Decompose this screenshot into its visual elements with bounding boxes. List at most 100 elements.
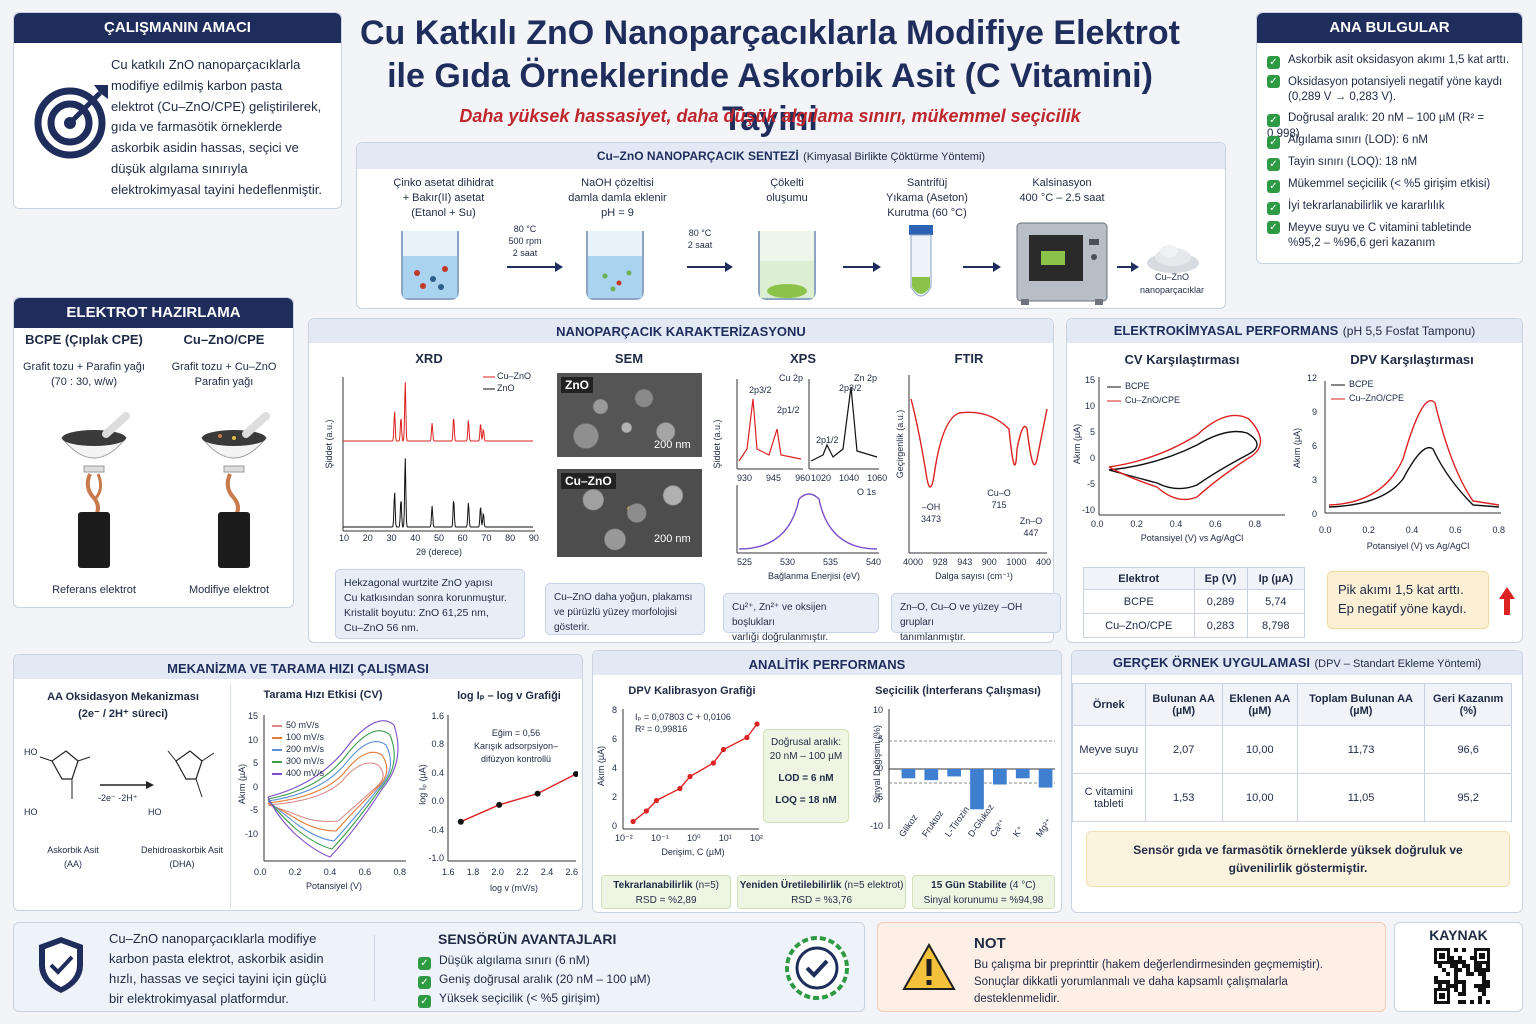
scan-legend-text: 100 mV/s [286,732,325,742]
xrd-legend-cuzno: Cu–ZnO [497,371,532,381]
sel-ytick: -5 [874,792,883,802]
scan-ytick: 0 [252,781,258,792]
finding-text: Doğrusal aralık: 20 nM – 100 µM (R² = 0,… [1267,112,1485,140]
dpv-xticks: 0.0 0.2 0.4 0.6 0.8 [1319,525,1505,535]
check-icon: ✓ [418,957,431,970]
characterization-title: NANOPARÇACIK KARAKTERİZASYONU [556,324,806,339]
xps-tick: 1020 [811,473,832,483]
advantage-text: Düşük algılama sınırı (6 nM) [439,953,590,967]
log-ytick: -1.0 [428,852,444,863]
log-xtick: 2.6 [565,867,578,877]
selectivity-bar [970,769,984,810]
calibration-point [653,797,660,804]
xps-cu-series [738,398,802,462]
calibration-point [687,773,693,780]
selectivity-chart [888,709,1055,829]
log-xtick: 2.4 [540,867,554,877]
check-icon: ✓ [1267,158,1280,171]
finding-item: ✓ Tayin sınırı (LOQ): 18 nM [1267,155,1519,177]
selectivity-bar [924,769,939,781]
ftir-tick: 4000 [903,557,924,567]
cv-xlabel: Potansiyel (V) vs Ag/AgCl [1140,533,1244,543]
analytical-header [593,651,1061,675]
synthesis-step: Santrifüj Yıkama (Aseton) Kurutma (60 °C… [886,177,968,219]
ftir-peak-cuo: Cu–O 715 [987,488,1011,510]
sel-ytick: 0 [877,763,883,773]
calibration-chart [622,709,760,830]
ftir-tick: 400 [1035,557,1051,567]
table-header: Eklenen AA (µM) [1221,683,1298,726]
synthesis-step: NaOH çözeltisi damla damla eklenir pH = … [568,177,667,219]
ho-label: HO [24,807,38,817]
scan-title: Tarama Hızı Etkisi (CV) [263,689,383,701]
dpv-ytick: 0 [1311,509,1317,519]
electrochem-title: ELEKTROKİMYASAL PERFORMANS [1113,323,1339,338]
table-cell: 0,289 [1193,589,1248,614]
cal-ytick: 0 [611,821,617,831]
finding-text: Tayin sınırı (LOQ): 18 nM [1288,156,1418,168]
xps-cu-label: Cu 2p [779,373,804,383]
badge-check-icon [785,936,849,1000]
calibration-title: DPV Kalibrasyon Grafiği [628,685,756,697]
page-title: Cu Katkılı ZnO Nanoparçacıklarla Modifiy… [360,12,1180,141]
scan-xtick: 0.4 [323,867,337,877]
scan-xtick: 0.6 [358,867,372,877]
aim-line: elektrokimyasal tayini hedeflenmiştir. [111,181,322,197]
ftir-series [910,398,1048,488]
log-ytick: 0.8 [431,739,444,750]
xrd-chart [342,376,535,532]
cv-xtick: 0.0 [1091,519,1104,529]
finding-item: ✓ Oksidasyon potansiyeli negatif yöne kay… [1267,75,1519,111]
selectivity-bar [1015,769,1030,779]
table-header: Geri Kazanım (%) [1424,683,1512,726]
stability-card: 15 Gün Stabilite (4 °C) Sinyal korunumu =… [911,875,1055,909]
xps-peak-label: 2p3/2 [839,383,862,393]
cv-xtick: 0.4 [1169,519,1183,529]
check-icon: ✓ [1267,56,1280,69]
cv-ytick: 5 [1089,427,1095,437]
dpv-title: DPV Karşılaştırması [1350,352,1474,367]
card-sub: (4 °C) [1009,880,1036,891]
card-title: 15 Gün Stabilite [931,880,1007,891]
table-cell: Cu–ZnO/CPE [1083,613,1195,638]
log-xticks: 1.6 1.8 2.0 2.2 2.4 2.6 [442,867,578,877]
xps-tick: 530 [779,557,796,567]
synthesis-step: Çökelti oluşumu [766,177,808,204]
electrochem-callout: Pik akımı 1,5 kat arttı. Ep negatif yöne… [1327,571,1489,629]
calibration-r2: R² = 0,99816 [635,724,688,734]
scan-legend-item: 50 mV/s [272,719,324,731]
selectivity-bar [1038,769,1053,788]
furnace-icon [1016,222,1108,305]
ftir-xticks: 4000 928 943 900 1000 400 [903,557,1051,567]
scan-ytick: -5 [249,805,258,816]
card-sub: (n=5 elektrot) [844,880,904,891]
table-cell: C vitamini tableti [1072,773,1146,822]
cv-xticks: 0.0 0.2 0.4 0.6 0.8 [1091,519,1261,529]
real-sample-table: Örnek Bulunan AA (µM) Eklenen AA (µM) Topla… [1072,683,1512,822]
qr-code-icon [1433,947,1491,1005]
sem-label-zno: ZnO [561,377,593,393]
selectivity-bar [993,769,1007,785]
mechanism-panel: MEKANİZMA VE TARAMA HIZI ÇALIŞMASI AA Ok… [13,654,583,911]
findings-panel: ANA BULGULAR ✓ Askorbik asit oksidasyon a… [1256,12,1523,264]
xrd-legend-zno: ZnO [497,383,515,393]
real-sample-note: Sensör gıda ve farmasötik örneklerde yük… [1086,831,1510,887]
xrd-tick: 10 [339,533,350,543]
dpv-xtick: 0.0 [1319,525,1332,535]
finding-text: İyi tekrarlanabilirlik ve kararlılık [1288,200,1445,212]
aim-line: düşük algılama sınırıyla [111,160,248,176]
scan-legend-item: 200 mV/s [272,743,324,755]
ho-label: HO [24,747,38,757]
table-row: BCPE 0,289 5,74 [1083,589,1306,614]
electrochem-header: ELEKTROKİMYASAL PERFORMANS (pH 5,5 Fosfa… [1067,319,1522,343]
dpv-legend-cuzno: Cu–ZnO/CPE [1349,393,1405,403]
analytical-title: ANALİTİK PERFORMANS [748,657,906,672]
cal-xtick: 10⁻² [615,833,633,843]
finding-item: ✓ Mükemmel seçicilik (< %5 girişim etkisi… [1267,177,1519,199]
xps-o-label: O 1s [857,487,877,497]
selectivity-bar [901,769,916,779]
cal-xtick: 10⁰ [686,833,701,843]
dpv-ytick: 9 [1311,407,1317,417]
source-panel: KAYNAK [1394,922,1523,1012]
synthesis-step: Kalsinasyon 400 °C – 2.5 saat [1019,177,1105,204]
